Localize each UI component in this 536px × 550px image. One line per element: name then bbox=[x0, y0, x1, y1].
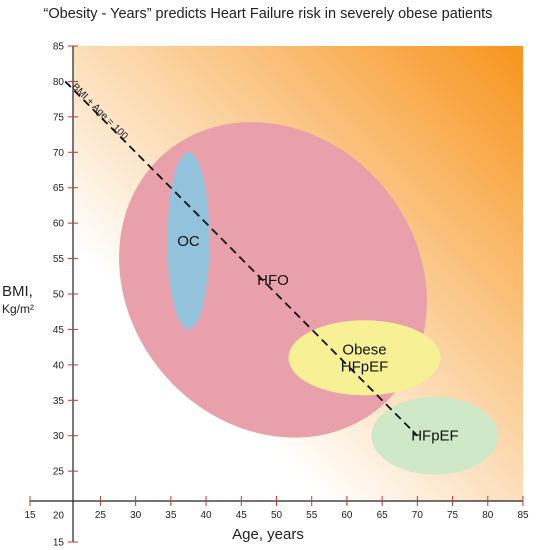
y-axis-label: BMI, bbox=[2, 283, 33, 300]
y-tick-label-50: 50 bbox=[53, 290, 65, 301]
region-label-hfo: HFO bbox=[257, 272, 289, 289]
x-tick-label-50: 50 bbox=[271, 510, 283, 521]
y-tick-label-25: 25 bbox=[53, 467, 65, 478]
y-tick-label-35: 35 bbox=[53, 396, 65, 407]
x-tick-label-15: 15 bbox=[24, 510, 36, 521]
x-tick-label-40: 40 bbox=[201, 510, 213, 521]
y-tick-label-85: 85 bbox=[53, 42, 65, 53]
region-label-hfpef: HFpEF bbox=[411, 428, 459, 445]
y-tick-label-40: 40 bbox=[53, 360, 65, 371]
x-tick-label-30: 30 bbox=[130, 510, 142, 521]
region-label-obese-hfpef: Obese HFpEF bbox=[341, 341, 389, 375]
y-axis-label-group: BMI, Kg/m² bbox=[2, 283, 46, 316]
y-tick-label-20: 20 bbox=[53, 511, 65, 522]
x-tick-label-75: 75 bbox=[447, 510, 459, 521]
x-tick-label-70: 70 bbox=[412, 510, 424, 521]
x-tick-label-55: 55 bbox=[306, 510, 318, 521]
x-tick-label-65: 65 bbox=[377, 510, 389, 521]
chart-title: “Obesity - Years” predicts Heart Failure… bbox=[43, 6, 493, 22]
y-tick-label-55: 55 bbox=[53, 254, 65, 265]
region-hfpef bbox=[371, 396, 499, 475]
x-axis-label: Age, years bbox=[232, 526, 304, 543]
y-tick-label-70: 70 bbox=[53, 148, 65, 159]
region-label-oc: OC bbox=[177, 233, 200, 250]
y-tick-label-65: 65 bbox=[53, 183, 65, 194]
y-tick-label-80: 80 bbox=[53, 77, 65, 88]
x-tick-label-35: 35 bbox=[165, 510, 177, 521]
region-oc bbox=[167, 152, 210, 330]
y-tick-label-45: 45 bbox=[53, 325, 65, 336]
y-axis-unit: Kg/m² bbox=[2, 302, 35, 316]
y-tick-label-75: 75 bbox=[53, 112, 65, 123]
x-tick-label-45: 45 bbox=[236, 510, 248, 521]
x-tick-label-80: 80 bbox=[482, 510, 494, 521]
y-tick-label-30: 30 bbox=[53, 431, 65, 442]
x-tick-label-85: 85 bbox=[517, 510, 529, 521]
region-obese-hfpef bbox=[288, 320, 441, 396]
x-tick-label-25: 25 bbox=[95, 510, 107, 521]
y-tick-label-60: 60 bbox=[53, 219, 65, 230]
reference-line bbox=[64, 80, 418, 437]
x-tick-label-60: 60 bbox=[341, 510, 353, 521]
y-tick-label-15: 15 bbox=[53, 538, 65, 549]
